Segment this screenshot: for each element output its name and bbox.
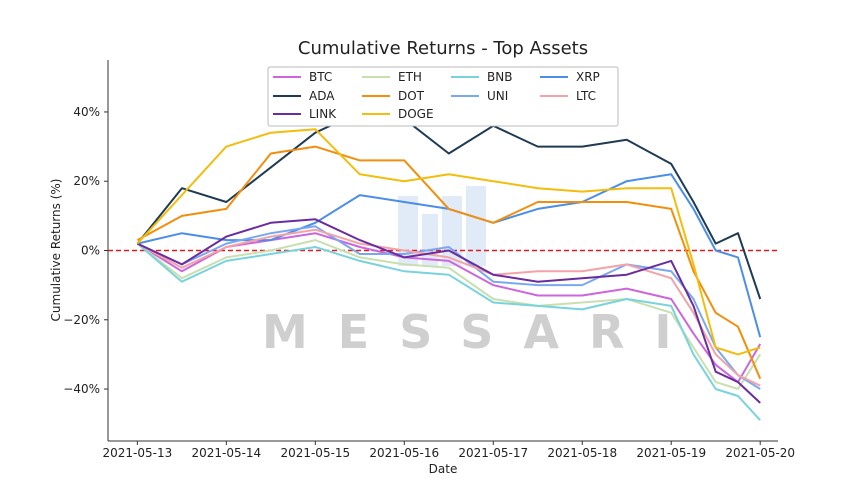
x-axis-label: Date <box>429 462 458 476</box>
legend-label-btc: BTC <box>309 70 332 84</box>
x-tick-label: 2021-05-17 <box>458 446 528 460</box>
series-line-dot <box>136 145 762 380</box>
x-tick-label: 2021-05-14 <box>191 446 261 460</box>
y-tick-label: −20% <box>63 313 100 327</box>
legend-label-eth: ETH <box>398 70 422 84</box>
y-tick-label: 20% <box>73 174 100 188</box>
watermark-text: MESSARI <box>262 305 702 359</box>
series-line-btc <box>136 232 762 384</box>
series-line-eth <box>136 239 762 390</box>
legend-label-ada: ADA <box>309 89 335 103</box>
series-line-doge <box>136 128 761 356</box>
legend-label-link: LINK <box>309 107 337 121</box>
series-line-uni <box>136 225 761 390</box>
x-tick-label: 2021-05-15 <box>280 446 350 460</box>
legend-label-doge: DOGE <box>398 107 434 121</box>
legend-label-dot: DOT <box>398 89 425 103</box>
legend: BTC ETH BNB XRP ADA DOT UNI LTC LINK DOGE <box>267 66 619 127</box>
x-tick-label: 2021-05-19 <box>636 446 706 460</box>
legend-label-xrp: XRP <box>576 70 600 84</box>
chart-title: Cumulative Returns - Top Assets <box>298 38 588 59</box>
series-line-link <box>136 218 761 404</box>
x-tick-label: 2021-05-13 <box>102 446 172 460</box>
legend-label-uni: UNI <box>487 89 508 103</box>
legend-box <box>267 66 619 127</box>
legend-label-bnb: BNB <box>487 70 512 84</box>
y-tick-label: 0% <box>81 244 100 258</box>
series-line-bnb <box>136 242 761 421</box>
x-tick-label: 2021-05-20 <box>725 446 795 460</box>
x-ticks: 2021-05-13 2021-05-14 2021-05-15 2021-05-16… <box>102 441 795 460</box>
x-tick-label: 2021-05-16 <box>369 446 439 460</box>
y-tick-label: −40% <box>63 382 100 396</box>
watermark <box>398 186 486 266</box>
x-tick-label: 2021-05-18 <box>547 446 617 460</box>
series-lines <box>136 111 762 421</box>
y-ticks: −40% −20% 0% 20% 40% <box>63 105 108 396</box>
legend-label-ltc: LTC <box>576 89 596 103</box>
y-tick-label: 40% <box>73 105 100 119</box>
y-axis-label: Cumulative Returns (%) <box>49 179 63 322</box>
